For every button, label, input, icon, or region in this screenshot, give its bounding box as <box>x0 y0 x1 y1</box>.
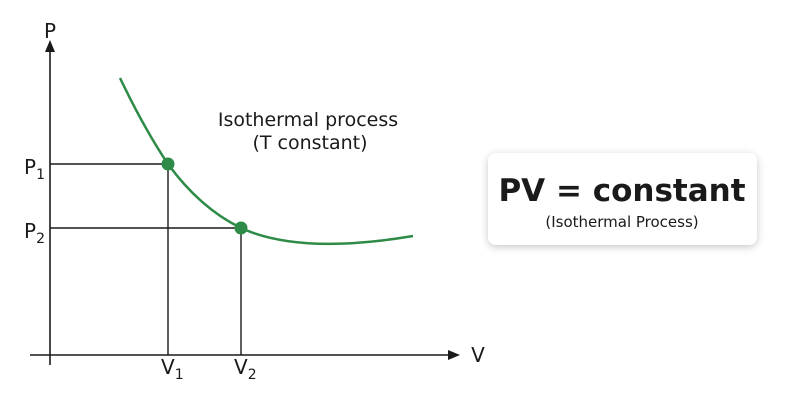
formula-subtitle: (Isothermal Process) <box>545 213 698 231</box>
v2-label: V2 <box>234 355 257 383</box>
formula-box <box>488 153 757 245</box>
v1-label: V1 <box>161 355 184 383</box>
x-axis-arrow <box>448 350 460 360</box>
text-part: 2 <box>36 231 45 247</box>
text-part: 2 <box>248 367 257 383</box>
state-point <box>161 157 175 171</box>
y-axis-arrow <box>45 40 55 52</box>
p1-label: P1 <box>24 155 45 183</box>
formula-title: PV = constant <box>498 173 745 209</box>
y-axis-label: P <box>44 19 56 43</box>
text-part: V <box>234 355 248 379</box>
isotherm-curve <box>118 77 414 246</box>
annotation-line: Isothermal process <box>218 109 398 131</box>
text-part: P <box>24 219 36 243</box>
text-part: P <box>24 155 36 179</box>
text-part: 1 <box>175 367 184 383</box>
text-part: 1 <box>36 167 45 183</box>
annotation-line: (T constant) <box>252 132 367 154</box>
state-point <box>234 221 248 235</box>
p2-label: P2 <box>24 219 45 247</box>
text-part: V <box>161 355 175 379</box>
x-axis-label: V <box>471 343 485 367</box>
